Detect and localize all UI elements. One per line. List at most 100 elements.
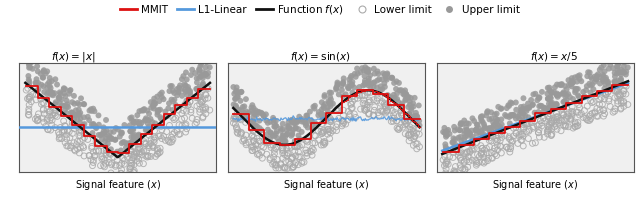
Point (88, 107, 99, 110)
Point (268, 163, 278, 166)
Point (372, 99, 382, 102)
Point (337, 84, 347, 87)
Point (257, 156, 268, 160)
Point (179, 83, 189, 86)
Point (472, 132, 482, 135)
Point (182, 93, 192, 96)
Point (36, 102, 47, 106)
Point (595, 76, 605, 79)
Point (106, 148, 116, 151)
Point (241, 115, 252, 118)
Point (369, 98, 379, 101)
Point (414, 145, 424, 148)
Point (352, 67, 362, 70)
Point (316, 143, 326, 147)
Point (401, 122, 412, 125)
Point (271, 164, 282, 167)
Point (236, 90, 246, 93)
Point (272, 158, 282, 161)
Point (203, 96, 213, 100)
Point (353, 72, 363, 75)
Point (364, 112, 374, 115)
Point (396, 104, 406, 107)
Point (33, 112, 44, 116)
Point (48, 113, 58, 117)
Point (54, 133, 64, 136)
Point (490, 146, 500, 150)
Point (90, 110, 100, 113)
Point (250, 148, 260, 151)
Point (528, 125, 538, 128)
Point (540, 106, 550, 109)
Point (167, 84, 177, 88)
Point (614, 71, 624, 74)
Point (554, 93, 564, 97)
Point (463, 155, 473, 158)
Point (127, 127, 138, 131)
Point (531, 92, 541, 95)
Point (265, 156, 275, 160)
Point (504, 104, 514, 108)
Point (101, 137, 111, 140)
Point (534, 105, 544, 108)
Point (616, 68, 627, 72)
Point (470, 129, 481, 132)
Text: $f(x) = |x|$: $f(x) = |x|$ (51, 50, 96, 64)
Point (391, 119, 401, 122)
Point (566, 85, 577, 88)
Point (448, 156, 458, 159)
Point (601, 78, 611, 81)
Point (166, 98, 177, 101)
Point (269, 134, 280, 138)
Point (482, 111, 492, 114)
Point (201, 112, 211, 115)
Point (148, 107, 159, 110)
Point (175, 84, 185, 87)
Point (572, 87, 582, 91)
Point (101, 151, 111, 155)
Point (230, 90, 241, 93)
Point (456, 166, 466, 169)
Point (412, 147, 422, 151)
Point (261, 139, 271, 142)
Point (271, 166, 281, 170)
Point (543, 97, 554, 101)
Point (326, 119, 337, 122)
Point (408, 105, 419, 108)
Point (409, 117, 419, 120)
Point (538, 116, 548, 120)
Point (200, 108, 211, 111)
Point (76, 97, 86, 100)
Point (247, 104, 257, 107)
Point (276, 162, 286, 165)
Point (400, 119, 410, 122)
Point (127, 116, 137, 119)
Point (138, 149, 148, 152)
Point (297, 160, 307, 163)
Point (604, 67, 614, 70)
Point (554, 119, 564, 122)
Point (406, 133, 417, 136)
Point (345, 112, 355, 116)
Point (497, 136, 507, 139)
Point (67, 121, 77, 124)
Point (404, 95, 414, 99)
Point (471, 127, 481, 131)
Point (129, 134, 139, 138)
Point (364, 79, 374, 83)
Point (129, 136, 139, 139)
Point (448, 151, 458, 154)
Point (200, 58, 211, 62)
Point (290, 145, 300, 148)
Point (360, 107, 370, 110)
Point (609, 80, 620, 83)
Point (562, 107, 572, 110)
Point (280, 153, 290, 156)
Point (118, 157, 128, 160)
Point (141, 128, 151, 132)
Point (55, 126, 65, 129)
Point (483, 159, 493, 162)
Point (125, 117, 135, 120)
Point (185, 100, 195, 103)
Point (320, 142, 330, 145)
